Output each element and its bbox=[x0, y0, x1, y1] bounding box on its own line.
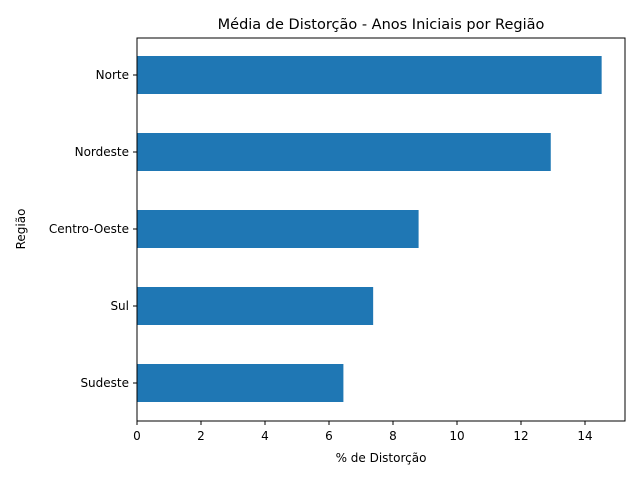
x-tick-label: 0 bbox=[133, 429, 141, 443]
x-tick-label: 12 bbox=[513, 429, 528, 443]
x-tick-label: 4 bbox=[261, 429, 269, 443]
y-tick-label: Centro-Oeste bbox=[49, 222, 129, 236]
bars-group bbox=[137, 56, 602, 402]
y-axis-label: Região bbox=[14, 209, 28, 250]
x-axis-label: % de Distorção bbox=[336, 451, 427, 465]
plot-frame bbox=[136, 37, 626, 422]
y-tick-label: Nordeste bbox=[75, 145, 129, 159]
y-tick-label: Norte bbox=[96, 68, 129, 82]
y-tick-label: Sul bbox=[110, 299, 129, 313]
bar-sul bbox=[137, 287, 374, 325]
bar-sudeste bbox=[137, 364, 344, 402]
bar-norte bbox=[137, 56, 602, 94]
bar-nordeste bbox=[137, 133, 551, 171]
x-tick-label: 14 bbox=[577, 429, 592, 443]
x-tick-label: 8 bbox=[389, 429, 397, 443]
x-tick-label: 10 bbox=[449, 429, 464, 443]
x-tick-label: 6 bbox=[325, 429, 333, 443]
y-axis-ticks: Sudeste Sul Centro-Oeste Nordeste Norte bbox=[49, 68, 137, 390]
bar-centro-oeste bbox=[137, 210, 419, 248]
y-tick-label: Sudeste bbox=[80, 376, 129, 390]
x-axis-ticks: 0 2 4 6 8 10 12 14 bbox=[133, 421, 593, 443]
chart-title: Média de Distorção - Anos Iniciais por R… bbox=[218, 17, 545, 33]
x-tick-label: 2 bbox=[197, 429, 205, 443]
